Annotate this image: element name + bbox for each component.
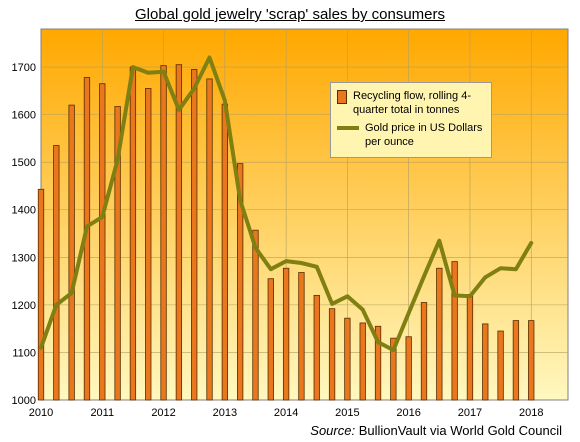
bar xyxy=(99,83,106,401)
bar xyxy=(497,330,504,401)
bar xyxy=(68,104,75,401)
bar xyxy=(267,278,274,401)
bar xyxy=(328,308,336,401)
bar xyxy=(237,163,244,401)
x-tick-label: 2017 xyxy=(458,407,482,419)
bar xyxy=(298,272,305,401)
x-tick-label: 2010 xyxy=(29,407,53,419)
bar xyxy=(482,323,489,401)
legend-label-gold-price: Gold price in US Dollars per ounce xyxy=(365,122,483,148)
bar xyxy=(206,78,213,401)
x-axis-ticks: 2010 2011 2012 2013 2014 2015 2016 2017 2018 xyxy=(29,407,544,419)
bar xyxy=(191,69,198,401)
x-tick-label: 2018 xyxy=(519,407,543,419)
source-text: BullionVault via World Gold Council xyxy=(355,423,562,438)
source-lead: Source: xyxy=(310,423,356,438)
bar xyxy=(374,325,382,401)
bar xyxy=(145,88,152,401)
y-tick-label: 1600 xyxy=(12,110,36,122)
bar xyxy=(466,294,474,401)
x-tick-label: 2011 xyxy=(90,407,114,419)
bar xyxy=(175,64,183,401)
legend-item-gold-price: Gold price in US Dollars per ounce xyxy=(337,121,487,149)
line-series xyxy=(39,55,534,353)
legend-line-swatch xyxy=(337,126,359,130)
bar xyxy=(405,336,412,401)
legend-item-recycling: Recycling flow, rolling 4-quarter total … xyxy=(337,89,477,117)
y-axis-ticks: 1000 1100 1200 1300 1400 1500 1600 1700 xyxy=(12,62,36,407)
x-tick-label: 2014 xyxy=(274,407,298,419)
bar xyxy=(53,145,60,401)
legend-label-recycling: Recycling flow, rolling 4-quarter total … xyxy=(353,90,471,116)
bar xyxy=(221,103,228,401)
y-tick-label: 1500 xyxy=(12,157,36,169)
y-tick-label: 1700 xyxy=(12,62,36,74)
x-tick-label: 2012 xyxy=(151,407,175,419)
x-tick-label: 2013 xyxy=(213,407,237,419)
bar xyxy=(282,267,290,401)
chart-legend: Recycling flow, rolling 4-quarter total … xyxy=(330,82,492,158)
bar xyxy=(512,320,520,401)
bar xyxy=(114,106,121,401)
bar xyxy=(37,188,45,401)
y-tick-label: 1000 xyxy=(12,395,36,407)
chart-title: Global gold jewelry 'scrap' sales by con… xyxy=(134,6,446,23)
bar xyxy=(359,322,366,401)
bar xyxy=(451,261,458,401)
y-tick-label: 1100 xyxy=(12,347,36,359)
y-tick-label: 1200 xyxy=(12,300,36,312)
gold-price-line xyxy=(39,55,534,353)
bar xyxy=(160,65,167,401)
source-credit: Source: BullionVault via World Gold Coun… xyxy=(310,423,562,438)
y-tick-label: 1300 xyxy=(12,252,36,264)
bar xyxy=(252,229,259,401)
bar-series xyxy=(37,64,535,401)
bar xyxy=(344,317,351,401)
legend-bar-swatch xyxy=(337,90,347,104)
y-tick-label: 1400 xyxy=(12,205,36,217)
bar xyxy=(528,320,535,401)
bar xyxy=(390,337,397,401)
x-tick-label: 2015 xyxy=(335,407,359,419)
bar xyxy=(313,294,320,401)
bar xyxy=(129,66,137,401)
x-tick-label: 2016 xyxy=(396,407,420,419)
bar xyxy=(420,302,428,401)
bar xyxy=(436,267,443,401)
